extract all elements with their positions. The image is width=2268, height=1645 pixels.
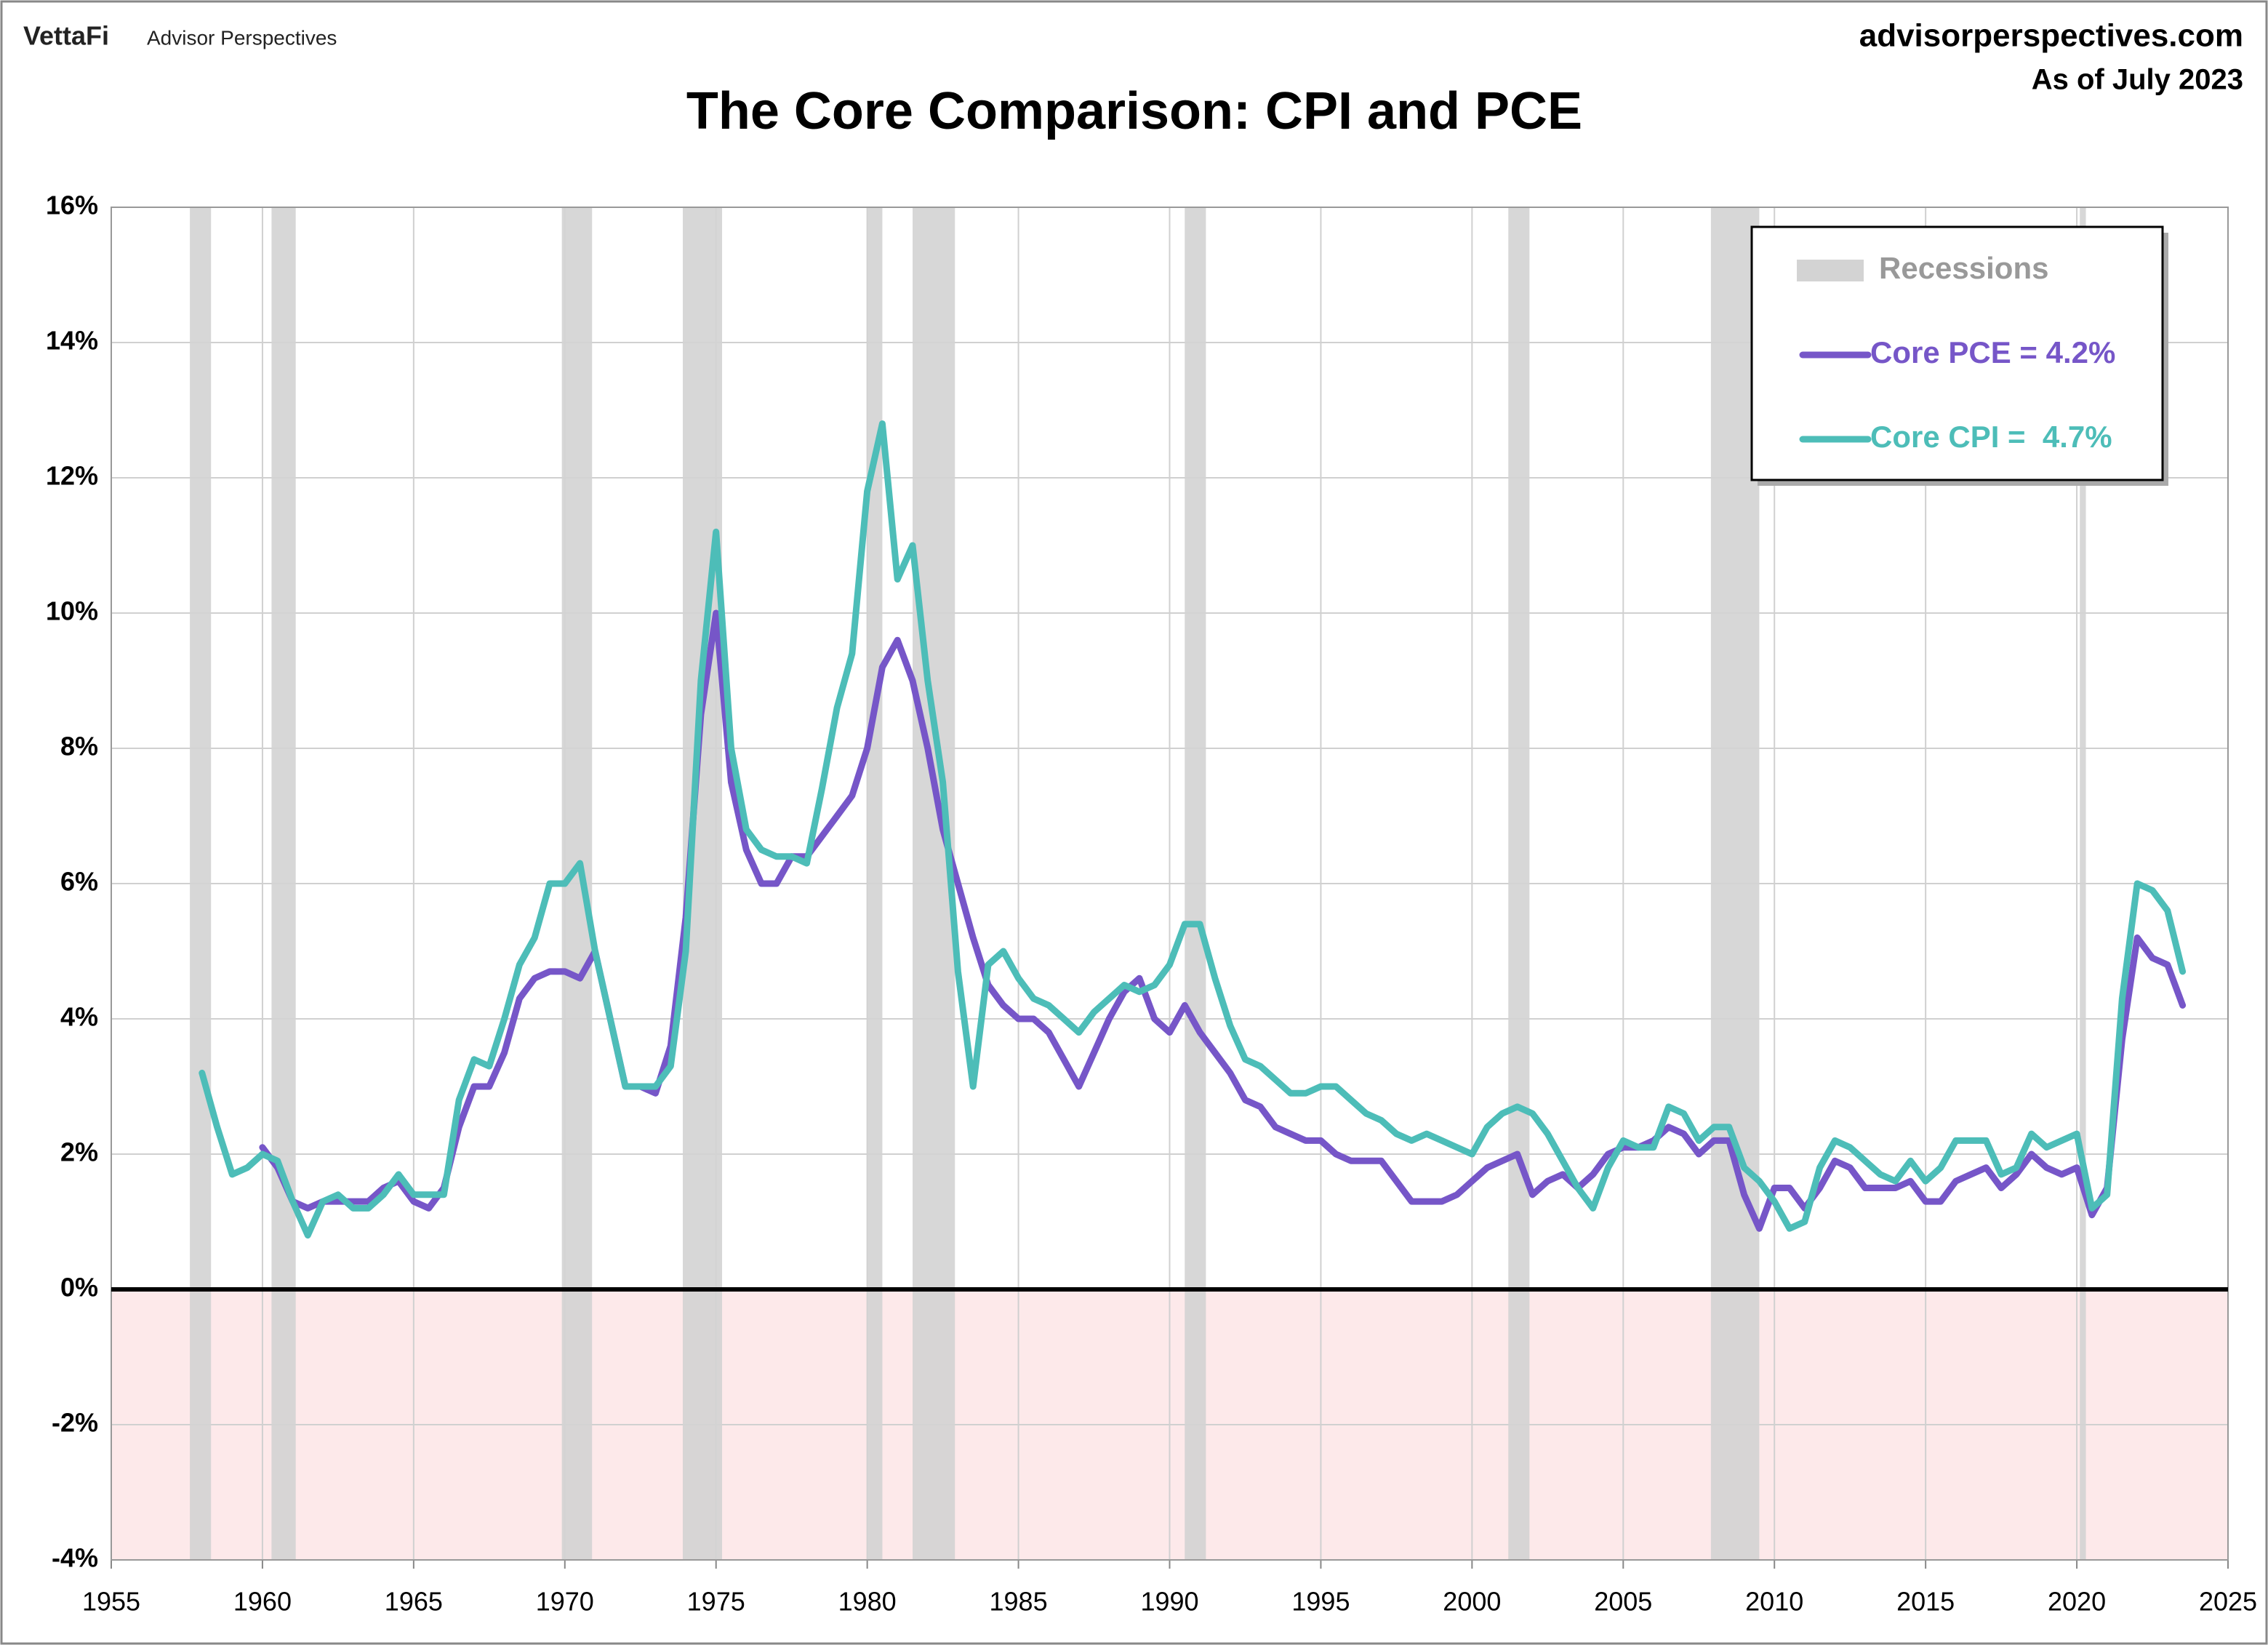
x-tick-label: 1960 (233, 1587, 292, 1617)
recession-band (271, 207, 296, 1560)
x-tick-label: 2000 (1443, 1587, 1501, 1617)
y-tick-label: 2% (60, 1137, 98, 1167)
legend-swatch (1797, 260, 1864, 281)
x-tick-label: 1965 (385, 1587, 443, 1617)
x-tick-label: 1985 (990, 1587, 1048, 1617)
x-tick-label: 2015 (1896, 1587, 1955, 1617)
legend-label: Recessions (1879, 251, 2048, 285)
recession-band (1185, 207, 1206, 1560)
y-tick-label: 6% (60, 867, 98, 897)
recession-band (1508, 207, 1530, 1560)
brand: VettaFi (23, 21, 109, 51)
x-tick-label: 1975 (687, 1587, 745, 1617)
chart-title: The Core Comparison: CPI and PCE (686, 82, 1582, 140)
legend-label: Core PCE = 4.2% (1870, 335, 2115, 369)
x-tick-label: 2020 (2048, 1587, 2106, 1617)
x-tick-label: 1995 (1291, 1587, 1350, 1617)
website: advisorperspectives.com (1859, 18, 2243, 54)
x-tick-label: 1990 (1140, 1587, 1198, 1617)
legend-label: Core CPI = 4.7% (1870, 420, 2112, 454)
recession-band (190, 207, 212, 1560)
recession-band (867, 207, 883, 1560)
plot-border (111, 207, 2229, 1561)
recession-band (2080, 207, 2086, 1560)
series-line (259, 609, 2187, 1232)
as-of: As of July 2023 (2032, 64, 2243, 96)
y-tick-label: 0% (60, 1273, 98, 1302)
x-tick-label: 2005 (1594, 1587, 1652, 1617)
x-tick-label: 1970 (536, 1587, 594, 1617)
brand-sub: Advisor Perspectives (147, 26, 337, 49)
y-tick-label: 10% (46, 596, 98, 626)
y-tick-label: 12% (46, 461, 98, 491)
y-tick-label: -2% (52, 1408, 98, 1438)
x-tick-label: 1980 (838, 1587, 897, 1617)
y-tick-label: 4% (60, 1002, 98, 1032)
y-tick-label: 14% (46, 326, 98, 356)
x-tick-label: 1955 (82, 1587, 140, 1617)
y-tick-label: 16% (46, 191, 98, 220)
series-line (199, 420, 2187, 1239)
y-tick-label: -4% (52, 1543, 98, 1573)
x-tick-label: 2025 (2199, 1587, 2257, 1617)
x-tick-label: 2010 (1745, 1587, 1803, 1617)
y-tick-label: 8% (60, 732, 98, 761)
